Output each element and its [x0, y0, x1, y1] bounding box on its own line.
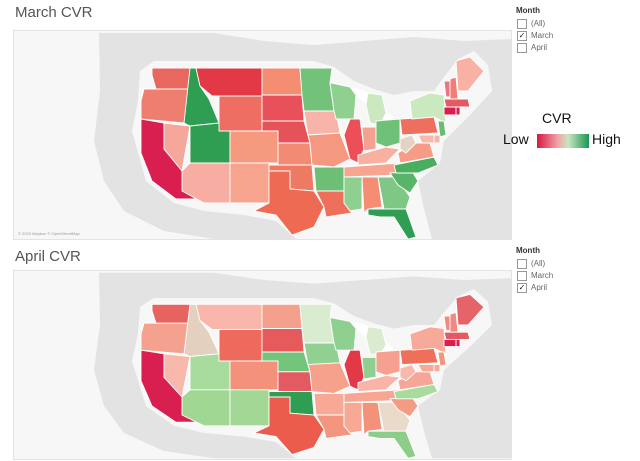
filter-title: Month	[516, 6, 540, 15]
state-nd[interactable]	[261, 67, 303, 96]
state-ky[interactable]	[357, 374, 402, 393]
march-cvr-map[interactable]: © 2020 Mapbox © OpenStreetMap	[13, 30, 512, 240]
filter-option-label: March	[531, 31, 554, 40]
state-wy[interactable]	[218, 95, 263, 132]
month-filter-march: Month (All) ✓ March April	[516, 6, 553, 54]
checkbox[interactable]	[517, 18, 527, 29]
state-nm[interactable]	[229, 389, 270, 427]
map-title-march: March CVR	[15, 4, 93, 21]
filter-option-label: (All)	[531, 19, 546, 28]
state-ms[interactable]	[343, 176, 363, 212]
filter-option[interactable]: April	[517, 42, 553, 53]
state-mn[interactable]	[299, 303, 335, 344]
state-ct[interactable]	[443, 338, 457, 348]
state-de[interactable]	[433, 134, 441, 144]
state-me[interactable]	[455, 293, 485, 326]
legend-gradient-bar	[537, 134, 589, 148]
state-wa[interactable]	[151, 303, 191, 324]
state-ri[interactable]	[455, 338, 461, 348]
state-sd[interactable]	[261, 94, 305, 122]
state-wv[interactable]	[399, 364, 417, 382]
state-oh[interactable]	[375, 118, 401, 148]
checkbox[interactable]: ✓	[517, 30, 527, 41]
state-tx[interactable]	[252, 170, 325, 236]
state-fl[interactable]	[367, 430, 417, 459]
filter-option[interactable]: (All)	[517, 18, 553, 29]
state-ks[interactable]	[277, 142, 313, 166]
state-ct[interactable]	[443, 106, 457, 116]
state-md[interactable]	[417, 134, 435, 144]
state-co[interactable]	[229, 360, 279, 391]
april-map-svg	[14, 271, 511, 459]
state-nj[interactable]	[437, 120, 447, 138]
state-nd[interactable]	[261, 303, 303, 330]
state-ky[interactable]	[357, 146, 401, 166]
state-ma[interactable]	[443, 98, 471, 108]
checkbox[interactable]	[517, 270, 527, 281]
filter-option[interactable]: March	[517, 270, 553, 281]
checkbox[interactable]: ✓	[517, 282, 527, 293]
state-co[interactable]	[229, 130, 279, 164]
state-ma[interactable]	[443, 331, 471, 340]
state-ar[interactable]	[313, 166, 345, 192]
filter-option-label: April	[531, 283, 548, 292]
state-md[interactable]	[417, 364, 435, 373]
legend-title: CVR	[542, 110, 572, 126]
legend-high-label: High	[592, 131, 621, 147]
march-map-svg	[14, 31, 511, 239]
state-ks[interactable]	[277, 371, 313, 393]
filter-option-label: March	[531, 271, 554, 280]
state-oh[interactable]	[375, 349, 401, 376]
map-attribution: © 2020 Mapbox © OpenStreetMap	[18, 231, 80, 236]
state-al[interactable]	[361, 401, 383, 436]
state-de[interactable]	[433, 364, 441, 373]
state-wa[interactable]	[151, 67, 191, 90]
state-ny[interactable]	[409, 92, 447, 124]
state-or[interactable]	[140, 88, 191, 124]
filter-option[interactable]: ✓ April	[517, 282, 553, 293]
month-filter-april: Month (All) March ✓ April	[516, 246, 553, 294]
cvr-color-legend: CVR Low High	[503, 110, 633, 150]
filter-title: Month	[516, 246, 540, 255]
state-nm[interactable]	[229, 162, 270, 204]
state-ri[interactable]	[455, 106, 461, 116]
state-mn[interactable]	[299, 67, 335, 112]
state-ny[interactable]	[409, 326, 447, 355]
filter-option[interactable]: (All)	[517, 258, 553, 269]
basemap-land	[94, 33, 511, 239]
state-ar[interactable]	[313, 392, 345, 416]
state-sd[interactable]	[261, 328, 305, 353]
april-cvr-map[interactable]	[13, 270, 512, 460]
filter-option-label: (All)	[531, 259, 546, 268]
map-title-april: April CVR	[15, 248, 81, 265]
state-me[interactable]	[455, 56, 485, 92]
filter-option-label: April	[531, 43, 548, 52]
filter-option[interactable]: ✓ March	[517, 30, 553, 41]
state-wi[interactable]	[329, 317, 357, 351]
state-al[interactable]	[361, 176, 383, 215]
checkbox[interactable]	[517, 258, 527, 269]
state-fl[interactable]	[367, 208, 417, 239]
state-tx[interactable]	[252, 396, 325, 456]
basemap-land	[94, 272, 511, 459]
state-pa[interactable]	[399, 347, 439, 366]
state-wi[interactable]	[329, 82, 357, 120]
state-wy[interactable]	[218, 329, 263, 362]
state-in[interactable]	[361, 356, 377, 380]
checkbox[interactable]	[517, 42, 527, 53]
state-or[interactable]	[140, 322, 191, 355]
state-wv[interactable]	[399, 134, 417, 154]
state-ms[interactable]	[343, 401, 363, 434]
state-nj[interactable]	[437, 351, 447, 367]
state-pa[interactable]	[399, 116, 439, 136]
state-in[interactable]	[361, 126, 377, 152]
legend-low-label: Low	[503, 131, 529, 147]
